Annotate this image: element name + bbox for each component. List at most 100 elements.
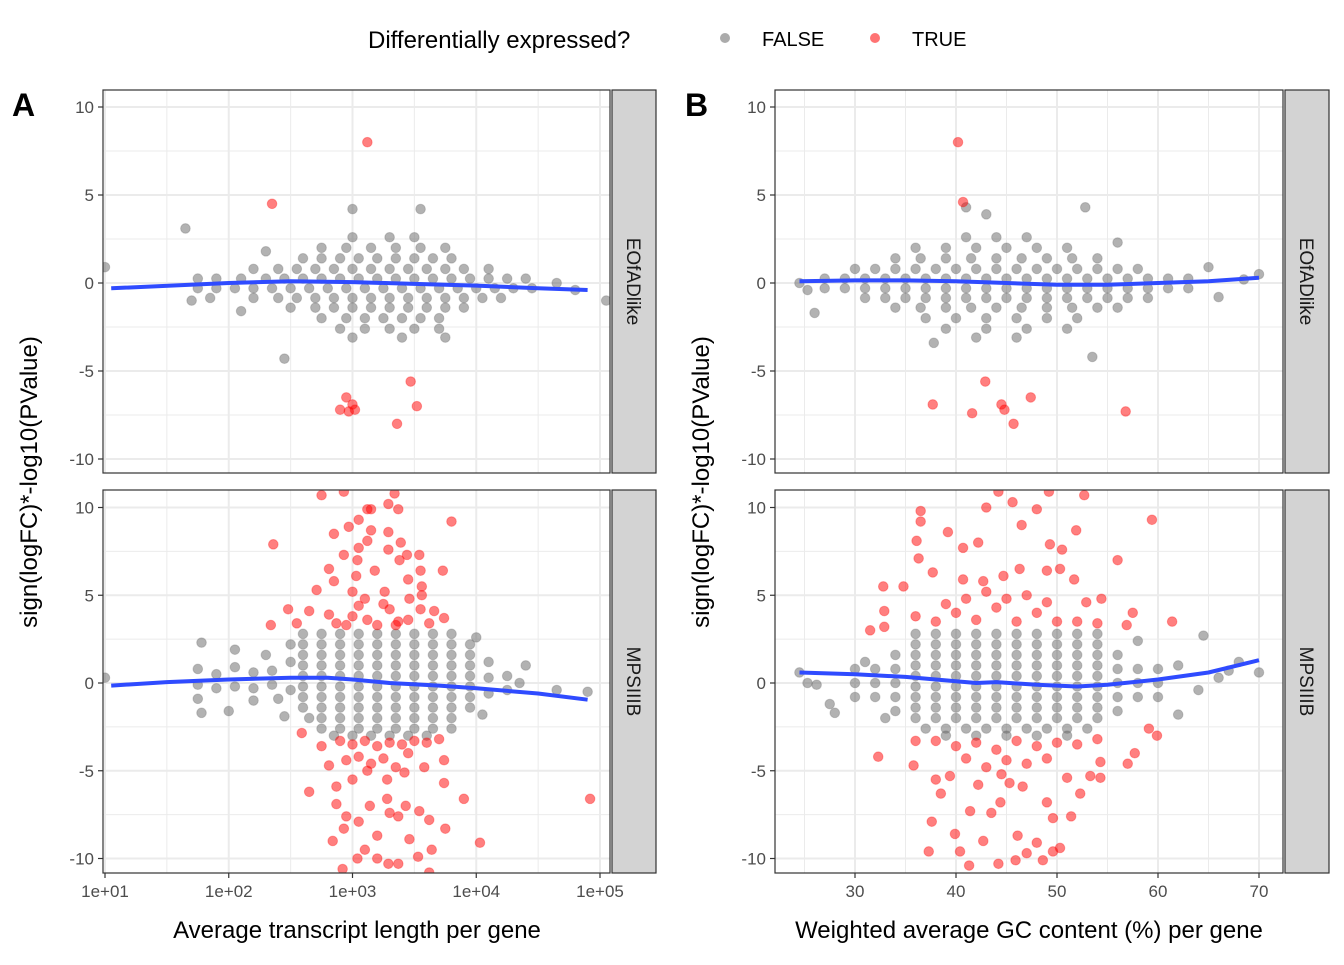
- point-false: [427, 702, 439, 713]
- point-false: [890, 705, 901, 717]
- point-false: [477, 709, 488, 720]
- point-true: [323, 609, 335, 620]
- point-true: [347, 774, 358, 785]
- point-true: [1011, 735, 1022, 747]
- point-false: [859, 282, 871, 294]
- point-true: [327, 835, 339, 847]
- point-false: [890, 649, 901, 661]
- point-true: [433, 733, 445, 745]
- point-true: [350, 570, 362, 582]
- point-true: [381, 793, 393, 805]
- point-false: [890, 302, 901, 313]
- point-false: [347, 302, 358, 313]
- legend-label-false: FALSE: [762, 29, 824, 51]
- point-false: [1071, 649, 1083, 661]
- y-tick-label: 0: [85, 674, 94, 693]
- point-false: [415, 203, 426, 215]
- point-false: [991, 253, 1002, 264]
- point-false: [316, 639, 327, 650]
- point-true: [1041, 565, 1053, 576]
- point-true: [1031, 607, 1043, 619]
- point-true: [334, 404, 346, 416]
- point-true: [265, 619, 277, 631]
- point-false: [940, 292, 952, 304]
- point-false: [1021, 231, 1032, 243]
- point-true: [323, 563, 335, 575]
- point-false: [910, 242, 921, 254]
- point-true: [352, 853, 363, 864]
- point-true: [935, 788, 947, 799]
- point-false: [1051, 712, 1063, 724]
- point-false: [1112, 649, 1123, 661]
- point-true: [940, 598, 952, 610]
- smooth-line: [799, 275, 1260, 287]
- smooth-line: [111, 279, 588, 292]
- point-true: [1143, 723, 1155, 734]
- point-false: [347, 231, 358, 243]
- point-false: [297, 628, 309, 640]
- point-true: [1061, 772, 1073, 784]
- points: [103, 490, 596, 873]
- point-false: [371, 660, 383, 671]
- x-tick-label: 60: [1149, 882, 1168, 901]
- point-true: [1001, 593, 1012, 605]
- point-true: [927, 399, 939, 410]
- point-false: [285, 656, 296, 668]
- point-false: [1132, 635, 1144, 647]
- point-false: [334, 323, 346, 335]
- point-false: [991, 660, 1002, 671]
- point-true: [353, 542, 364, 554]
- point-false: [520, 273, 532, 284]
- point-true: [303, 786, 315, 798]
- point-true: [1122, 758, 1133, 770]
- facet-strip-label: MPSIIIB: [622, 647, 643, 717]
- point-true: [364, 800, 376, 812]
- x-tick-label: 1e+03: [329, 882, 377, 901]
- point-false: [334, 639, 346, 650]
- point-false: [1066, 302, 1078, 313]
- point-false: [930, 649, 942, 661]
- point-false: [824, 698, 836, 710]
- point-false: [409, 660, 420, 671]
- point-true: [338, 490, 350, 498]
- point-false: [211, 682, 222, 694]
- point-true: [949, 828, 961, 840]
- plot-background: [775, 490, 1283, 873]
- point-false: [1092, 691, 1103, 703]
- point-false: [211, 668, 222, 680]
- point-false: [1112, 663, 1123, 675]
- point-false: [334, 660, 346, 671]
- point-false: [390, 649, 402, 661]
- point-false: [910, 628, 921, 640]
- point-true: [438, 612, 450, 624]
- point-false: [248, 292, 259, 304]
- point-false: [1092, 263, 1103, 275]
- point-false: [869, 663, 881, 675]
- point-true: [391, 418, 403, 430]
- point-true: [996, 768, 1007, 780]
- point-false: [802, 677, 813, 689]
- point-false: [334, 702, 346, 713]
- point-true: [401, 549, 413, 561]
- point-false: [427, 712, 439, 724]
- point-true: [392, 858, 404, 870]
- point-false: [890, 677, 901, 689]
- panel-border: [774, 489, 1284, 874]
- point-false: [1071, 670, 1083, 682]
- point-true: [877, 581, 889, 592]
- point-false: [353, 253, 364, 264]
- point-true: [359, 844, 371, 856]
- point-false: [390, 628, 402, 640]
- y-tick-label: -10: [69, 450, 94, 469]
- facet-strip: [1284, 89, 1330, 474]
- point-false: [440, 292, 451, 304]
- point-false: [341, 282, 352, 294]
- y-tick-label: 0: [757, 274, 766, 293]
- point-true: [328, 528, 340, 540]
- point-false: [960, 723, 972, 734]
- point-false: [458, 263, 470, 275]
- point-true: [1041, 797, 1053, 808]
- point-false: [297, 660, 309, 671]
- point-true: [316, 740, 327, 752]
